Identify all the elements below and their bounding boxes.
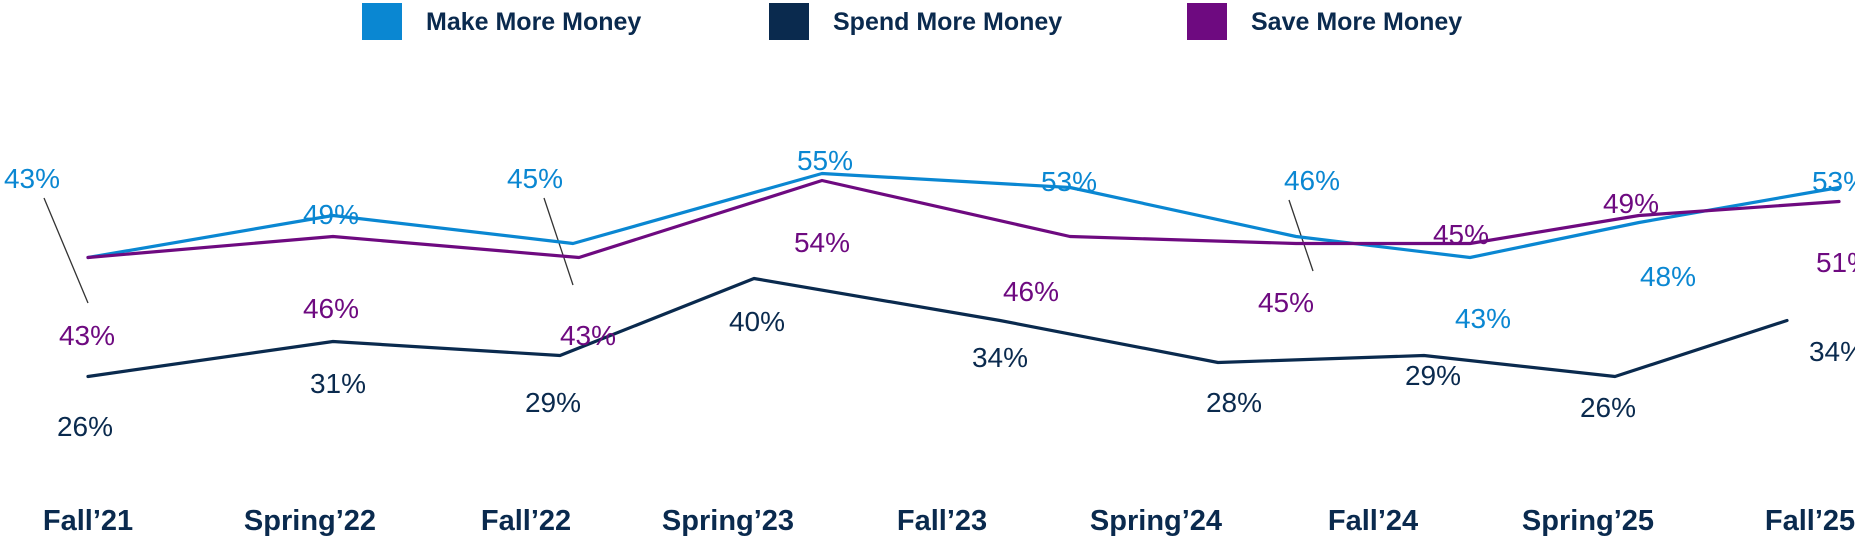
data-label: 40% [729,306,785,337]
legend-swatch [769,3,809,40]
data-label: 29% [525,387,581,418]
data-label: 29% [1405,360,1461,391]
data-label: 31% [310,368,366,399]
legend-label: Make More Money [426,8,641,36]
data-label: 26% [57,411,113,442]
legend-swatch [1187,3,1227,40]
x-tick-label: Fall’24 [1328,505,1418,537]
x-tick-label: Fall’22 [481,505,571,537]
x-tick-label: Spring’25 [1522,505,1654,537]
legend-label: Save More Money [1251,8,1462,36]
legend-label: Spend More Money [833,8,1062,36]
x-tick-label: Fall’21 [43,505,133,537]
data-label: 34% [1809,336,1855,367]
data-label: 46% [1284,165,1340,196]
series-line-spend-more-money [86,276,1789,379]
data-label: 51% [1816,247,1855,278]
data-label: 46% [303,293,359,324]
legend-swatch [362,3,402,40]
data-label: 53% [1812,166,1855,197]
x-tick-label: Spring’23 [662,505,794,537]
data-label: 43% [59,320,115,351]
data-label: 43% [1455,303,1511,334]
data-label: 48% [1640,261,1696,292]
legend: Make More Money Spend More Money Save More… [362,3,1462,40]
data-label: 49% [303,199,359,230]
data-label: 43% [4,163,60,194]
data-label: 26% [1580,392,1636,423]
x-tick-label: Spring’24 [1090,505,1222,537]
x-axis: Fall’21 Spring’22 Fall’22 Spring’23 Fall’23 S… [43,505,1855,537]
series-line-save-more-money [86,178,1841,260]
series-line-make-more-money [86,171,1841,260]
x-tick-label: Spring’22 [244,505,376,537]
data-label: 53% [1041,166,1097,197]
data-label: 45% [507,163,563,194]
data-label: 45% [1258,287,1314,318]
data-label: 46% [1003,276,1059,307]
data-label: 45% [1433,219,1489,250]
data-labels: 43% 49% 45% 55% 53% 46% 43% 48% 53% 26% 31% 29% 40% 3… [4,145,1855,442]
data-label: 28% [1206,387,1262,418]
data-label: 54% [794,227,850,258]
x-tick-label: Fall’23 [897,505,987,537]
x-tick-label: Fall’25 [1765,505,1855,537]
data-label: 49% [1603,188,1659,219]
leader-line [43,197,89,304]
data-label: 34% [972,342,1028,373]
data-label: 55% [797,145,853,176]
series-lines [86,171,1841,379]
data-label: 43% [560,320,616,351]
